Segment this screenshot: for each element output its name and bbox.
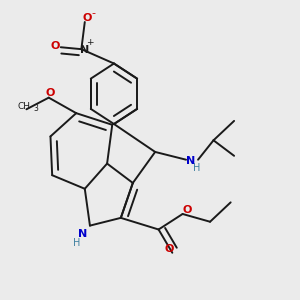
Text: O: O bbox=[83, 13, 92, 23]
Text: -: - bbox=[92, 8, 95, 19]
Text: O: O bbox=[46, 88, 55, 98]
Text: O: O bbox=[182, 205, 191, 215]
Text: O: O bbox=[165, 244, 174, 254]
Text: 3: 3 bbox=[34, 103, 38, 112]
Text: O: O bbox=[51, 41, 60, 51]
Text: +: + bbox=[86, 38, 94, 47]
Text: N: N bbox=[78, 229, 87, 239]
Text: H: H bbox=[73, 238, 81, 248]
Text: N: N bbox=[185, 156, 195, 166]
Text: N: N bbox=[80, 45, 89, 55]
Text: CH: CH bbox=[17, 102, 30, 111]
Text: H: H bbox=[193, 163, 200, 173]
